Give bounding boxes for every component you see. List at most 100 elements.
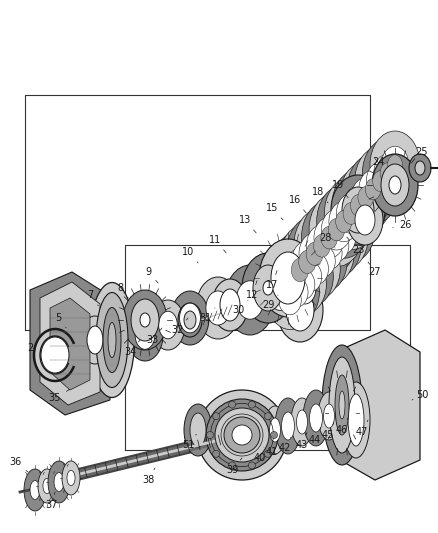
Ellipse shape	[283, 248, 315, 292]
Ellipse shape	[34, 329, 76, 381]
Ellipse shape	[324, 198, 374, 262]
Ellipse shape	[373, 154, 401, 192]
Ellipse shape	[328, 357, 354, 453]
Ellipse shape	[212, 450, 219, 457]
Ellipse shape	[361, 139, 412, 207]
Ellipse shape	[263, 406, 285, 454]
Ellipse shape	[140, 313, 150, 327]
Ellipse shape	[298, 251, 315, 273]
Ellipse shape	[317, 238, 341, 269]
Ellipse shape	[215, 408, 268, 462]
Ellipse shape	[285, 263, 323, 313]
Text: 31: 31	[198, 308, 215, 323]
Ellipse shape	[228, 462, 235, 469]
Ellipse shape	[337, 214, 362, 246]
Ellipse shape	[135, 321, 155, 349]
Text: 19: 19	[331, 180, 347, 198]
Ellipse shape	[236, 281, 263, 319]
Text: 38: 38	[141, 468, 155, 485]
Ellipse shape	[321, 209, 351, 250]
Ellipse shape	[38, 469, 56, 503]
Text: 23: 23	[346, 237, 364, 255]
Ellipse shape	[241, 253, 293, 323]
Ellipse shape	[195, 277, 240, 339]
Ellipse shape	[269, 418, 280, 442]
Ellipse shape	[350, 178, 379, 217]
Text: 36: 36	[9, 457, 28, 472]
Text: 45: 45	[321, 423, 333, 440]
Ellipse shape	[127, 309, 162, 361]
Ellipse shape	[248, 462, 255, 469]
Ellipse shape	[62, 461, 80, 495]
Ellipse shape	[296, 410, 307, 434]
Text: 2: 2	[27, 343, 33, 353]
Ellipse shape	[177, 303, 201, 337]
Polygon shape	[40, 282, 100, 405]
Ellipse shape	[408, 154, 430, 182]
Ellipse shape	[179, 303, 200, 333]
Ellipse shape	[313, 235, 329, 257]
Ellipse shape	[298, 233, 329, 275]
Ellipse shape	[335, 211, 351, 232]
Ellipse shape	[347, 394, 363, 446]
Ellipse shape	[346, 195, 382, 245]
Ellipse shape	[339, 162, 391, 233]
Ellipse shape	[350, 195, 366, 216]
Ellipse shape	[290, 398, 312, 446]
Ellipse shape	[96, 293, 128, 387]
Ellipse shape	[278, 223, 335, 301]
Text: 30: 30	[231, 300, 247, 315]
Ellipse shape	[228, 401, 235, 408]
Text: 9: 9	[145, 267, 158, 283]
Ellipse shape	[206, 432, 213, 439]
Ellipse shape	[67, 470, 75, 486]
Ellipse shape	[285, 277, 307, 307]
Ellipse shape	[343, 185, 372, 225]
Ellipse shape	[80, 316, 110, 364]
Ellipse shape	[171, 291, 208, 345]
Text: 5: 5	[55, 313, 66, 328]
Ellipse shape	[262, 281, 272, 295]
Ellipse shape	[231, 425, 251, 445]
Ellipse shape	[306, 225, 336, 266]
Ellipse shape	[274, 398, 300, 454]
Ellipse shape	[308, 192, 363, 266]
Text: 34: 34	[124, 340, 140, 357]
Text: 7: 7	[87, 290, 98, 306]
Text: 50: 50	[411, 390, 427, 400]
Ellipse shape	[225, 265, 274, 335]
Ellipse shape	[328, 201, 358, 242]
Ellipse shape	[268, 280, 290, 310]
Ellipse shape	[320, 227, 337, 249]
Ellipse shape	[264, 413, 271, 419]
Ellipse shape	[212, 279, 247, 331]
Ellipse shape	[223, 417, 259, 453]
Ellipse shape	[291, 259, 308, 282]
Ellipse shape	[197, 390, 286, 480]
Text: 41: 41	[265, 440, 278, 457]
Ellipse shape	[380, 146, 408, 184]
Ellipse shape	[365, 162, 394, 200]
Ellipse shape	[41, 337, 69, 373]
Ellipse shape	[293, 272, 315, 304]
Text: 33: 33	[145, 328, 162, 345]
Ellipse shape	[371, 154, 417, 216]
Ellipse shape	[286, 216, 342, 292]
Ellipse shape	[316, 185, 370, 258]
Ellipse shape	[379, 163, 394, 183]
Ellipse shape	[30, 481, 40, 499]
Ellipse shape	[313, 217, 344, 259]
Text: 35: 35	[49, 390, 70, 403]
Ellipse shape	[212, 413, 219, 419]
Text: 28: 28	[318, 233, 334, 248]
Ellipse shape	[358, 170, 386, 208]
Ellipse shape	[301, 200, 356, 275]
Text: 39: 39	[226, 458, 241, 475]
Ellipse shape	[354, 205, 374, 235]
Ellipse shape	[252, 265, 283, 311]
Ellipse shape	[305, 222, 353, 285]
Ellipse shape	[270, 252, 304, 304]
Ellipse shape	[341, 382, 369, 458]
Ellipse shape	[380, 164, 408, 206]
Text: 18: 18	[311, 187, 327, 203]
